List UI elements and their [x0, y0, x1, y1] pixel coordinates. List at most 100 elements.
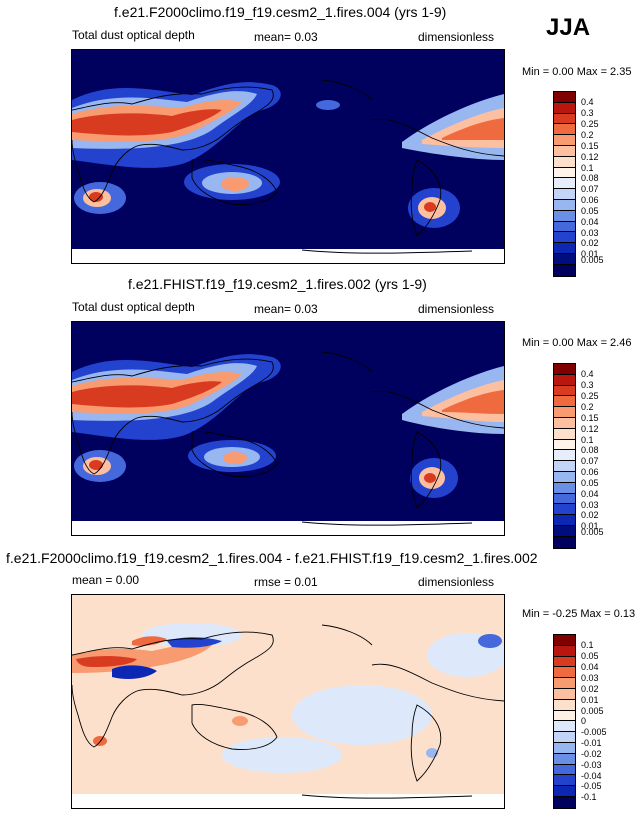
colorbar-box [554, 167, 575, 179]
colorbar-box [554, 699, 575, 711]
colorbar-box [554, 482, 575, 494]
diff-s-america-neg [426, 748, 438, 758]
antarctic-blank [72, 249, 504, 263]
colorbar-label: 0.3 [581, 380, 594, 390]
colorbar-box [554, 243, 575, 254]
colorbar-label: 0.07 [581, 184, 599, 194]
panel-3-rmse: rmse = 0.01 [254, 575, 318, 589]
colorbar-box [554, 210, 575, 222]
dust-s-america-core [424, 473, 436, 483]
colorbar-box [554, 796, 575, 808]
panel-1-mean: mean= 0.03 [254, 30, 318, 44]
colorbar-label: 0.08 [581, 173, 599, 183]
panel-1-field-plot [72, 50, 504, 263]
colorbar-box [554, 374, 575, 386]
colorbar-label: 0.05 [581, 206, 599, 216]
colorbar-box [554, 536, 575, 548]
colorbar-box [554, 232, 575, 244]
colorbar-box [554, 189, 575, 200]
colorbar-label: 0.03 [581, 500, 599, 510]
diff-arabia-neg [112, 665, 157, 679]
panel-1-units: dimensionless [418, 30, 495, 44]
panel-1-map [71, 49, 505, 264]
panel-3-mean: mean = 0.00 [72, 573, 140, 587]
colorbar-box [554, 515, 575, 526]
panel-3-field-plot [72, 595, 504, 808]
panel-3-title: f.e21.F2000climo.f19_f19.cesm2_1.fires.0… [6, 550, 538, 566]
colorbar-label: 0.03 [581, 228, 599, 238]
colorbar-box [554, 102, 575, 114]
season-label: JJA [546, 14, 591, 41]
colorbar-label: 0.1 [581, 435, 594, 445]
panel-3-map [71, 594, 505, 809]
dust-plume-core [72, 381, 222, 408]
colorbar-box [554, 221, 575, 233]
panel-1-field: Total dust optical depth [72, 28, 195, 42]
antarctic-blank [72, 794, 504, 808]
diff-pacific-neg [292, 685, 432, 745]
colorbar-label: 0 [581, 716, 587, 726]
panel-1-colorbar [553, 91, 576, 277]
colorbar-label: 0.01 [581, 249, 599, 259]
colorbar-box [554, 156, 575, 168]
colorbar-label: 0.15 [581, 141, 599, 151]
colorbar-label: 0.1 [581, 163, 594, 173]
panel-2-mean: mean= 0.03 [254, 302, 318, 316]
colorbar-label: 0.05 [581, 478, 599, 488]
colorbar-box [554, 645, 575, 657]
dust-australia-inner [223, 452, 247, 464]
colorbar-box [554, 439, 575, 451]
diff-s-africa-pos [93, 736, 107, 746]
colorbar-box [554, 417, 575, 429]
colorbar-label: -0.005 [581, 727, 607, 737]
dust-atlantic-core [442, 118, 504, 140]
colorbar-label: -0.05 [581, 781, 602, 791]
colorbar-label: 0.12 [581, 424, 599, 434]
panel-2-title: f.e21.FHIST.f19_f19.cesm2_1.fires.002 (y… [128, 276, 427, 292]
colorbar-label: 0.04 [581, 489, 599, 499]
colorbar-box [554, 428, 575, 440]
colorbar-label: -0.04 [581, 771, 602, 781]
panel-2-colorbar [553, 363, 576, 549]
colorbar-label: 0.06 [581, 467, 599, 477]
panel-1-minmax: Min = 0.00 Max = 2.35 [522, 66, 632, 78]
colorbar-box [554, 407, 575, 418]
colorbar-label: 0.4 [581, 369, 594, 379]
dust-plume-core [72, 109, 222, 136]
diff-atlantic-neg-core [478, 634, 502, 648]
colorbar-label: -0.03 [581, 760, 602, 770]
colorbar-label: 0.01 [581, 521, 599, 531]
dust-australia-inner [221, 177, 249, 191]
diff-australia-pos [232, 716, 248, 726]
colorbar-box [554, 199, 575, 211]
colorbar-box [554, 525, 575, 537]
colorbar-box [554, 753, 575, 765]
colorbar-label: 0.06 [581, 195, 599, 205]
diff-sahara-pos-core [76, 656, 137, 667]
colorbar-box [554, 656, 575, 668]
colorbar-label: -0.1 [581, 792, 597, 802]
coastlines [72, 79, 504, 254]
colorbar-label: 0.12 [581, 152, 599, 162]
colorbar-box [554, 92, 575, 103]
panel-2-minmax: Min = 0.00 Max = 2.46 [522, 337, 632, 349]
colorbar-box [554, 253, 575, 265]
colorbar-box [554, 764, 575, 776]
colorbar-label: -0.02 [581, 749, 602, 759]
coastlines [72, 624, 504, 799]
colorbar-label: 0.05 [581, 651, 599, 661]
colorbar-box [554, 124, 575, 136]
panel-3-colorbar [553, 634, 576, 809]
colorbar-label: 0.15 [581, 413, 599, 423]
colorbar-box [554, 721, 575, 733]
colorbar-box [554, 461, 575, 472]
colorbar-label: 0.02 [581, 510, 599, 520]
colorbar-box [554, 786, 575, 797]
colorbar-label: 0.005 [581, 706, 604, 716]
diff-asia-pos [132, 636, 167, 646]
dust-atlantic-core [442, 390, 504, 414]
antarctic-blank [72, 521, 504, 535]
colorbar-box [554, 678, 575, 689]
colorbar-label: 0.01 [581, 695, 599, 705]
diff-southern-neg [222, 737, 342, 773]
